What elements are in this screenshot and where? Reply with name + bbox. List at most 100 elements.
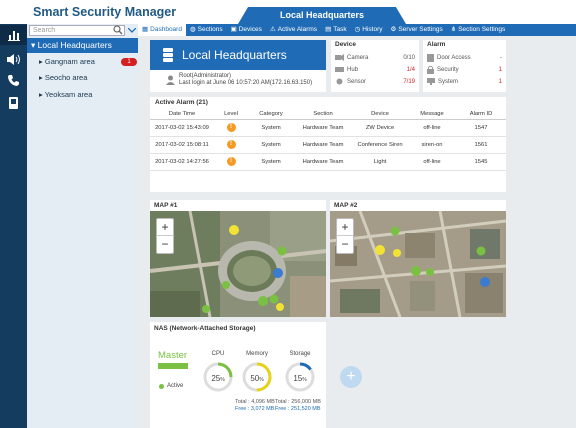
- caret-right-icon: ▸: [39, 57, 45, 66]
- device-row-camera[interactable]: Camera 0/10: [335, 54, 415, 61]
- alarm-row-system[interactable]: System 1: [427, 78, 502, 85]
- tree-item-label: Yeoksam area: [44, 90, 93, 99]
- nav-active-alarms[interactable]: ⚠ Active Alarms: [266, 24, 321, 36]
- table-row[interactable]: 2017-03-02 15:43:09 ! System Hardware Te…: [150, 119, 506, 137]
- cpu-value: 25%: [211, 374, 225, 383]
- column-header[interactable]: Level: [214, 109, 248, 120]
- user-icon: [166, 75, 175, 85]
- dashboard-icon: ▦: [142, 26, 149, 33]
- column-header[interactable]: Date Time: [150, 109, 214, 120]
- status-dot-icon: [159, 383, 164, 389]
- sidebar: Search ▾ Local Headquarters ▸ Gangnam ar…: [27, 24, 138, 428]
- alarm-summary-card: Alarm Door Access - Security 1 System 1: [423, 40, 506, 92]
- zoom-out-button[interactable]: −: [161, 237, 169, 251]
- zoom-in-button[interactable]: +: [157, 219, 173, 236]
- login-user: Root(Administrator): [179, 73, 232, 79]
- speaker-rail-button[interactable]: [0, 49, 27, 69]
- search-icon[interactable]: [113, 25, 123, 35]
- nav-devices[interactable]: ▣ Devices: [227, 24, 266, 36]
- alarm-icon: ⚠: [269, 26, 276, 33]
- memory-details: Total : 4,096 MB Free : 3,072 MB: [235, 399, 275, 412]
- search-input[interactable]: Search: [29, 25, 125, 36]
- door-icon: [427, 54, 434, 62]
- nas-title: NAS (Network-Attached Storage): [154, 325, 256, 332]
- device-title: Device: [335, 41, 356, 48]
- warning-level-icon: !: [226, 123, 236, 132]
- main-nav: ▦ Dashboard ◍ Sections ▣ Devices ⚠ Active Al…: [138, 24, 576, 36]
- nas-master-bar: [158, 363, 188, 369]
- zoom-in-button[interactable]: +: [337, 219, 353, 236]
- map-1-title: MAP #1: [154, 202, 178, 209]
- location-card-title: Local Headquarters: [182, 48, 287, 62]
- zoom-out-button[interactable]: −: [341, 237, 349, 251]
- map-1-view[interactable]: + −: [150, 211, 326, 317]
- alarm-row-security[interactable]: Security 1: [427, 66, 502, 74]
- devices-icon: ▣: [230, 26, 237, 33]
- column-header[interactable]: Alarm ID: [456, 109, 506, 120]
- nav-section-settings[interactable]: ⋔ Section Settings: [447, 24, 509, 36]
- device-summary-card: Device Camera 0/10 Hub 1/4 Sensor 7/19: [331, 40, 419, 92]
- table-row[interactable]: 2017-03-02 14:27:56 ! System Hardware Te…: [150, 153, 506, 171]
- alarm-row-door-access[interactable]: Door Access -: [427, 54, 502, 62]
- device-row-sensor[interactable]: Sensor 7/19: [335, 78, 415, 85]
- column-header[interactable]: Device: [352, 109, 408, 120]
- device-row-hub[interactable]: Hub 1/4: [335, 66, 415, 73]
- server-stack-icon: [163, 48, 173, 62]
- dashboard-rail-button[interactable]: [0, 25, 27, 45]
- cpu-label: CPU: [211, 351, 225, 357]
- tree-root-label: Local Headquarters: [37, 40, 112, 50]
- nav-dashboard[interactable]: ▦ Dashboard: [138, 24, 186, 36]
- mobile-device-icon: [9, 97, 18, 109]
- map-1-zoom-control: + −: [156, 218, 174, 254]
- storage-gauge: [285, 362, 315, 392]
- nas-status: Active: [159, 383, 183, 389]
- location-card-body: Root(Administrator) Last login at June 0…: [150, 70, 326, 92]
- tree-item-yeoksam[interactable]: ▸ Yeoksam area: [39, 88, 138, 102]
- add-widget-button[interactable]: +: [340, 366, 362, 388]
- nav-history[interactable]: ◷ History: [351, 24, 387, 36]
- location-card-header: Local Headquarters: [150, 40, 326, 70]
- sidebar-collapse-button[interactable]: [126, 25, 137, 36]
- tree-item-label: Seocho area: [44, 73, 88, 82]
- map-2-view[interactable]: + −: [330, 211, 506, 317]
- map-1-card: MAP #1 + −: [150, 200, 326, 317]
- hub-icon: [335, 67, 344, 72]
- bar-chart-icon: [7, 30, 20, 41]
- alert-badge: 1: [121, 58, 137, 66]
- storage-details: Total : 256,000 MB Free : 251,520 MB: [275, 399, 321, 412]
- tree-item-seocho[interactable]: ▸ Seocho area: [39, 71, 138, 85]
- column-header[interactable]: Message: [408, 109, 456, 120]
- phone-rail-button[interactable]: [0, 70, 27, 90]
- table-header-row: Date Time Level Category Section Device …: [150, 109, 506, 120]
- active-alarm-title: Active Alarm (21): [155, 99, 208, 106]
- active-alarm-card: Active Alarm (21) Date Time Level Catego…: [150, 97, 506, 192]
- speaker-icon: [6, 53, 20, 65]
- sensor-icon: [336, 78, 343, 85]
- column-header[interactable]: Section: [294, 109, 352, 120]
- map-2-title: MAP #2: [334, 202, 358, 209]
- location-tab[interactable]: Local Headquarters: [238, 7, 406, 24]
- table-row[interactable]: 2017-03-02 15:08:11 ! System Hardware Te…: [150, 136, 506, 154]
- tree-root-local-headquarters[interactable]: ▾ Local Headquarters: [27, 38, 138, 53]
- monitor-icon: [427, 78, 435, 85]
- nas-master-label: Master: [158, 350, 188, 361]
- server-icon: ⚙: [390, 26, 397, 33]
- device-rail-button[interactable]: [0, 93, 27, 113]
- nav-task[interactable]: ▤ Task: [321, 24, 351, 36]
- last-login: Last login at June 06 10:57:20 AM(172.16…: [179, 80, 313, 86]
- phone-icon: [8, 74, 19, 86]
- nav-server-settings[interactable]: ⚙ Server Settings: [387, 24, 447, 36]
- caret-down-icon: ▾: [31, 40, 38, 50]
- warning-level-icon: !: [226, 140, 236, 149]
- chevron-down-icon: [127, 28, 136, 33]
- clock-icon: ◷: [354, 26, 361, 33]
- satellite-map-image: [150, 211, 326, 317]
- map-2-zoom-control: + −: [336, 218, 354, 254]
- memory-gauge: [242, 362, 272, 392]
- memory-value: 50%: [250, 374, 264, 383]
- column-header[interactable]: Category: [248, 109, 294, 120]
- nav-sections[interactable]: ◍ Sections: [186, 24, 227, 36]
- storage-value: 15%: [293, 374, 307, 383]
- tree-item-gangnam[interactable]: ▸ Gangnam area 1: [39, 55, 138, 69]
- storage-label: Storage: [289, 351, 311, 357]
